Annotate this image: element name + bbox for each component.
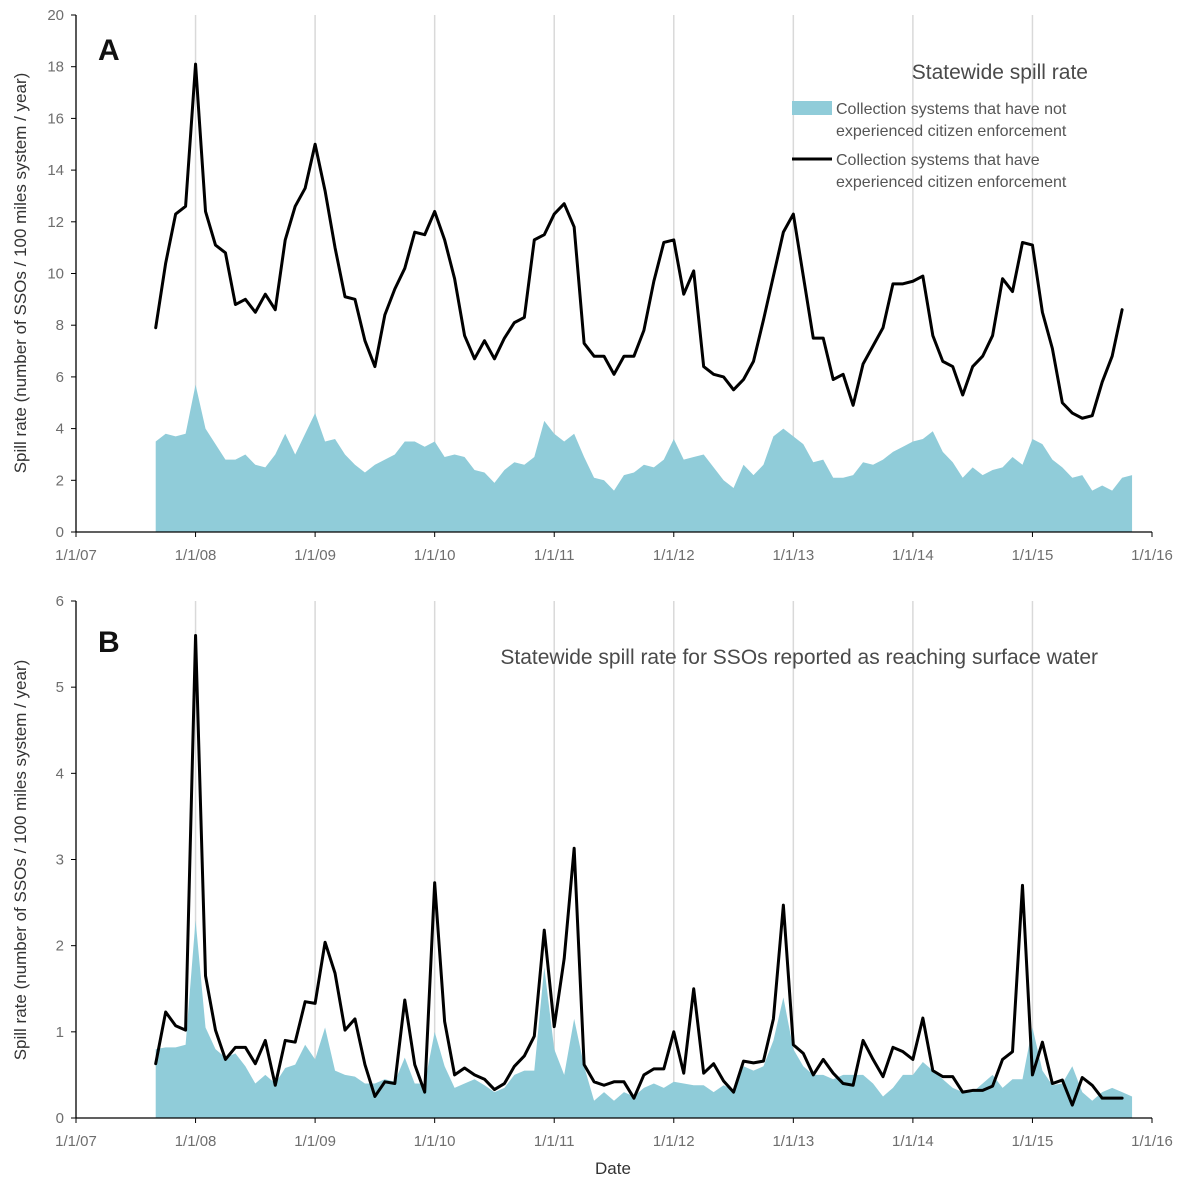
panel-a-title: Statewide spill rate <box>912 61 1088 84</box>
y-tick-label: 16 <box>47 110 64 127</box>
panel-b-title: Statewide spill rate for SSOs reported a… <box>500 646 1098 669</box>
x-tick-label: 1/1/11 <box>534 547 575 564</box>
legend-area-swatch <box>792 101 832 115</box>
panel-b-marks <box>154 633 1133 1118</box>
area-series-not-enforced <box>155 384 1133 532</box>
x-tick-label: 1/1/15 <box>1012 547 1054 564</box>
line-series-enforced <box>154 62 1124 420</box>
x-tick-label: 1/1/16 <box>1131 547 1173 564</box>
legend-area-label-line2: experienced citizen enforcement <box>836 123 1067 140</box>
x-tick-label: 1/1/12 <box>653 1133 695 1150</box>
line-series-enforced <box>154 633 1124 1107</box>
legend-line-label-line2: experienced citizen enforcement <box>836 174 1067 191</box>
x-tick-label: 1/1/09 <box>294 1133 336 1150</box>
panel-b-ticks: 1/1/07 1/1/08 1/1/09 1/1/10 1/1/11 1/1/12 1/1/… <box>55 593 1173 1150</box>
panel-a-ticks: 1/1/07 1/1/08 1/1/09 1/1/10 1/1/11 1/1/12 1/1/… <box>47 7 1173 564</box>
legend-line-label-line1: Collection systems that have <box>836 152 1040 169</box>
y-tick-label: 2 <box>56 938 64 955</box>
y-tick-label: 0 <box>56 1110 64 1127</box>
x-tick-label: 1/1/10 <box>414 547 456 564</box>
y-tick-label: 8 <box>56 317 64 334</box>
y-tick-label: 18 <box>47 59 64 76</box>
x-tick-label: 1/1/15 <box>1012 1133 1054 1150</box>
panel-b-label: B <box>98 626 120 659</box>
x-tick-label: 1/1/13 <box>772 1133 814 1150</box>
area-series-not-enforced <box>155 919 1133 1118</box>
x-tick-label: 1/1/13 <box>772 547 814 564</box>
y-tick-label: 5 <box>56 679 64 696</box>
y-tick-label: 12 <box>47 214 64 231</box>
y-tick-label: 4 <box>56 765 64 782</box>
x-tick-label: 1/1/07 <box>55 547 97 564</box>
y-tick-label: 14 <box>47 162 64 179</box>
x-tick-label: 1/1/12 <box>653 547 695 564</box>
y-tick-label: 3 <box>56 852 64 869</box>
panel-a-y-axis-title: Spill rate (number of SSOs / 100 miles s… <box>11 73 30 474</box>
panel-a-legend: Collection systems that have not experie… <box>792 101 1067 191</box>
y-tick-label: 4 <box>56 421 64 438</box>
x-tick-label: 1/1/14 <box>892 1133 934 1150</box>
x-tick-label: 1/1/07 <box>55 1133 97 1150</box>
x-tick-label: 1/1/08 <box>175 1133 217 1150</box>
x-tick-label: 1/1/16 <box>1131 1133 1173 1150</box>
panel-b-y-axis-title: Spill rate (number of SSOs / 100 miles s… <box>11 660 30 1061</box>
panel-a-label: A <box>98 34 120 67</box>
panel-a-marks <box>154 62 1133 532</box>
panel-a: 1/1/07 1/1/08 1/1/09 1/1/10 1/1/11 1/1/12 1/1/… <box>47 7 1173 564</box>
y-tick-label: 0 <box>56 524 64 541</box>
y-tick-label: 6 <box>56 369 64 386</box>
panel-b: 1/1/07 1/1/08 1/1/09 1/1/10 1/1/11 1/1/12 1/1/… <box>55 593 1173 1150</box>
panel-b-grid <box>194 601 1034 1118</box>
y-tick-label: 20 <box>47 7 64 24</box>
legend-area-label-line1: Collection systems that have not <box>836 101 1067 118</box>
y-tick-label: 10 <box>47 266 64 283</box>
x-axis-title: Date <box>595 1159 631 1178</box>
x-tick-label: 1/1/09 <box>294 547 336 564</box>
y-tick-label: 2 <box>56 472 64 489</box>
x-tick-label: 1/1/10 <box>414 1133 456 1150</box>
x-tick-label: 1/1/11 <box>534 1133 575 1150</box>
x-tick-label: 1/1/08 <box>175 547 217 564</box>
x-tick-label: 1/1/14 <box>892 547 934 564</box>
y-tick-label: 6 <box>56 593 64 610</box>
y-tick-label: 1 <box>56 1024 64 1041</box>
